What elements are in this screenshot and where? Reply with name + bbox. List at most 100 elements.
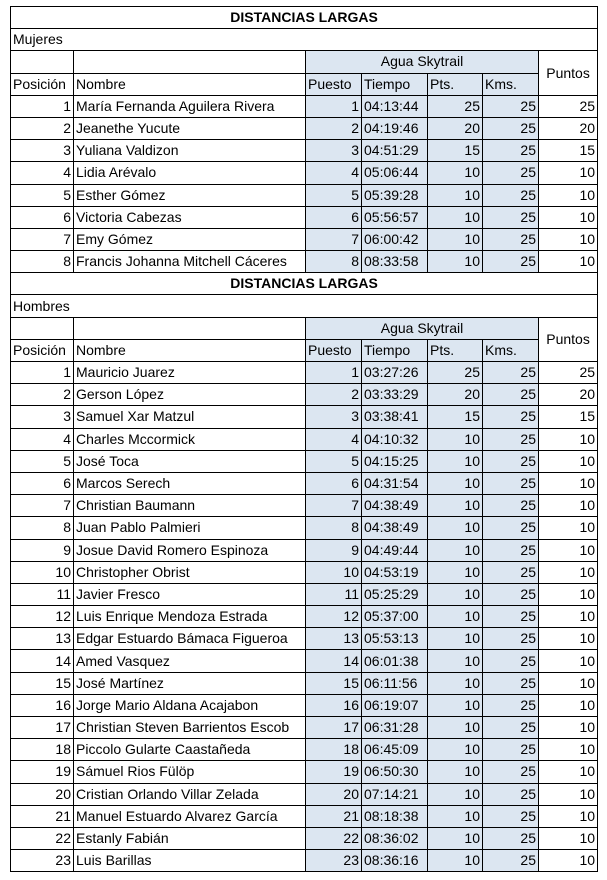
puntos-cell: 25 xyxy=(537,94,599,118)
puesto-cell: 7 xyxy=(305,227,362,252)
pts-cell: 10 xyxy=(427,849,483,873)
puntos-cell: 10 xyxy=(537,427,599,451)
tiempo-cell: 05:53:13 xyxy=(361,627,428,651)
tiempo-cell: 05:06:44 xyxy=(361,161,428,185)
tiempo-cell: 04:51:29 xyxy=(361,139,428,163)
pts-cell: 25 xyxy=(427,94,483,118)
column-header: Pts. xyxy=(427,338,483,363)
position-cell: 12 xyxy=(10,605,74,629)
section-title: DISTANCIAS LARGAS xyxy=(9,272,599,296)
row: 5 Esther Gómez 5 05:39:28 10 25 10 xyxy=(10,183,599,207)
pts-cell: 10 xyxy=(427,449,483,473)
column-header: Puntos xyxy=(537,316,599,363)
puntos-cell: 10 xyxy=(537,715,599,740)
row: DISTANCIAS LARGAS xyxy=(9,272,599,296)
row: Posición Nombre Puesto Tiempo Pts. Kms. xyxy=(10,338,598,363)
column-header: Posición xyxy=(10,338,74,363)
position-cell: 20 xyxy=(10,782,74,806)
name-cell: Jorge Mario Aldana Acajabon xyxy=(73,693,306,718)
puntos-cell: 10 xyxy=(537,849,599,873)
puesto-cell: 21 xyxy=(305,804,362,828)
puesto-cell: 6 xyxy=(305,471,362,496)
pts-cell: 10 xyxy=(427,516,483,540)
puesto-cell: 4 xyxy=(305,427,362,451)
row: 7 Emy Gómez 7 06:00:42 10 25 10 xyxy=(10,227,599,252)
row: 9 Josue David Romero Espinoza 9 04:49:44 10 2… xyxy=(10,538,599,562)
column-header: Tiempo xyxy=(361,72,428,96)
name-cell: Charles Mccormick xyxy=(73,427,306,451)
empty-cell xyxy=(73,50,306,74)
kms-cell: 25 xyxy=(482,205,539,229)
kms-cell: 25 xyxy=(482,471,539,496)
puesto-cell: 22 xyxy=(305,826,362,851)
name-cell: Lidia Arévalo xyxy=(73,161,306,185)
row: 2 Gerson López 2 03:33:29 20 25 20 xyxy=(10,383,599,407)
kms-cell: 25 xyxy=(482,494,539,518)
kms-cell: 25 xyxy=(482,582,539,607)
pts-cell: 10 xyxy=(427,804,483,828)
empty-cell xyxy=(73,316,306,340)
position-cell: 5 xyxy=(10,449,74,473)
column-header: Puntos xyxy=(537,50,599,96)
kms-cell: 25 xyxy=(482,605,539,629)
name-cell: Esther Gómez xyxy=(73,183,306,207)
puesto-cell: 20 xyxy=(305,782,362,806)
column-header: Puesto xyxy=(305,72,362,96)
pts-cell: 10 xyxy=(427,538,483,562)
pts-cell: 10 xyxy=(427,582,483,607)
column-header: Pts. xyxy=(427,72,483,96)
puesto-cell: 17 xyxy=(305,715,362,740)
puntos-cell: 10 xyxy=(537,649,599,673)
row: 10 Christopher Obrist 10 04:53:19 10 25 10 xyxy=(10,560,599,584)
tiempo-cell: 04:49:44 xyxy=(361,538,428,562)
row: 8 Francis Johanna Mitchell Cáceres 8 08:33:… xyxy=(10,250,599,274)
name-cell: José Martínez xyxy=(73,671,306,695)
puntos-cell: 10 xyxy=(537,161,599,185)
tiempo-cell: 04:31:54 xyxy=(361,471,428,496)
row: 4 Lidia Arévalo 4 05:06:44 10 25 10 xyxy=(10,161,599,185)
tiempo-cell: 03:27:26 xyxy=(361,360,428,385)
position-cell: 14 xyxy=(10,649,74,673)
pts-cell: 10 xyxy=(427,560,483,584)
puesto-cell: 2 xyxy=(305,116,362,141)
pts-cell: 10 xyxy=(427,760,483,784)
position-cell: 10 xyxy=(10,560,74,584)
row: 5 José Toca 5 04:15:25 10 25 10 xyxy=(10,449,599,473)
row: 12 Luis Enrique Mendoza Estrada 12 05:37:00… xyxy=(10,605,599,629)
position-cell: 16 xyxy=(10,693,74,718)
name-cell: Luis Enrique Mendoza Estrada xyxy=(73,605,306,629)
row: 21 Manuel Estuardo Alvarez García 21 08:18:… xyxy=(10,804,599,828)
puesto-cell: 15 xyxy=(305,671,362,695)
pts-cell: 10 xyxy=(427,227,483,252)
puesto-cell: 1 xyxy=(305,360,362,385)
empty-cell xyxy=(10,316,74,340)
pts-cell: 10 xyxy=(427,649,483,673)
kms-cell: 25 xyxy=(482,250,539,274)
puntos-cell: 10 xyxy=(537,582,599,607)
puesto-cell: 3 xyxy=(305,405,362,429)
tiempo-cell: 06:11:56 xyxy=(361,671,428,695)
pts-cell: 10 xyxy=(427,693,483,718)
kms-cell: 25 xyxy=(482,449,539,473)
row: Agua Skytrail Puntos xyxy=(10,50,599,96)
name-cell: Piccolo Gularte Caastañeda xyxy=(73,738,306,762)
puesto-cell: 11 xyxy=(305,582,362,607)
name-cell: Christian Baumann xyxy=(73,494,306,518)
position-cell: 4 xyxy=(10,427,74,451)
position-cell: 11 xyxy=(10,582,74,607)
puesto-cell: 23 xyxy=(305,849,362,873)
kms-cell: 25 xyxy=(482,804,539,828)
puntos-cell: 10 xyxy=(537,693,599,718)
tiempo-cell: 04:10:32 xyxy=(361,427,428,451)
tiempo-cell: 08:33:58 xyxy=(361,250,428,274)
tiempo-cell: 05:56:57 xyxy=(361,205,428,229)
pts-cell: 10 xyxy=(427,183,483,207)
puntos-cell: 10 xyxy=(537,205,599,229)
row: 2 Jeanethe Yucute 2 04:19:46 20 25 20 xyxy=(10,116,599,141)
row: 22 Estanly Fabián 22 08:36:02 10 25 10 xyxy=(10,826,599,851)
puntos-cell: 10 xyxy=(537,227,599,252)
kms-cell: 25 xyxy=(482,760,539,784)
column-header: Tiempo xyxy=(361,338,428,363)
name-cell: Amed Vasquez xyxy=(73,649,306,673)
row: 11 Javier Fresco 11 05:25:29 10 25 10 xyxy=(10,582,599,607)
